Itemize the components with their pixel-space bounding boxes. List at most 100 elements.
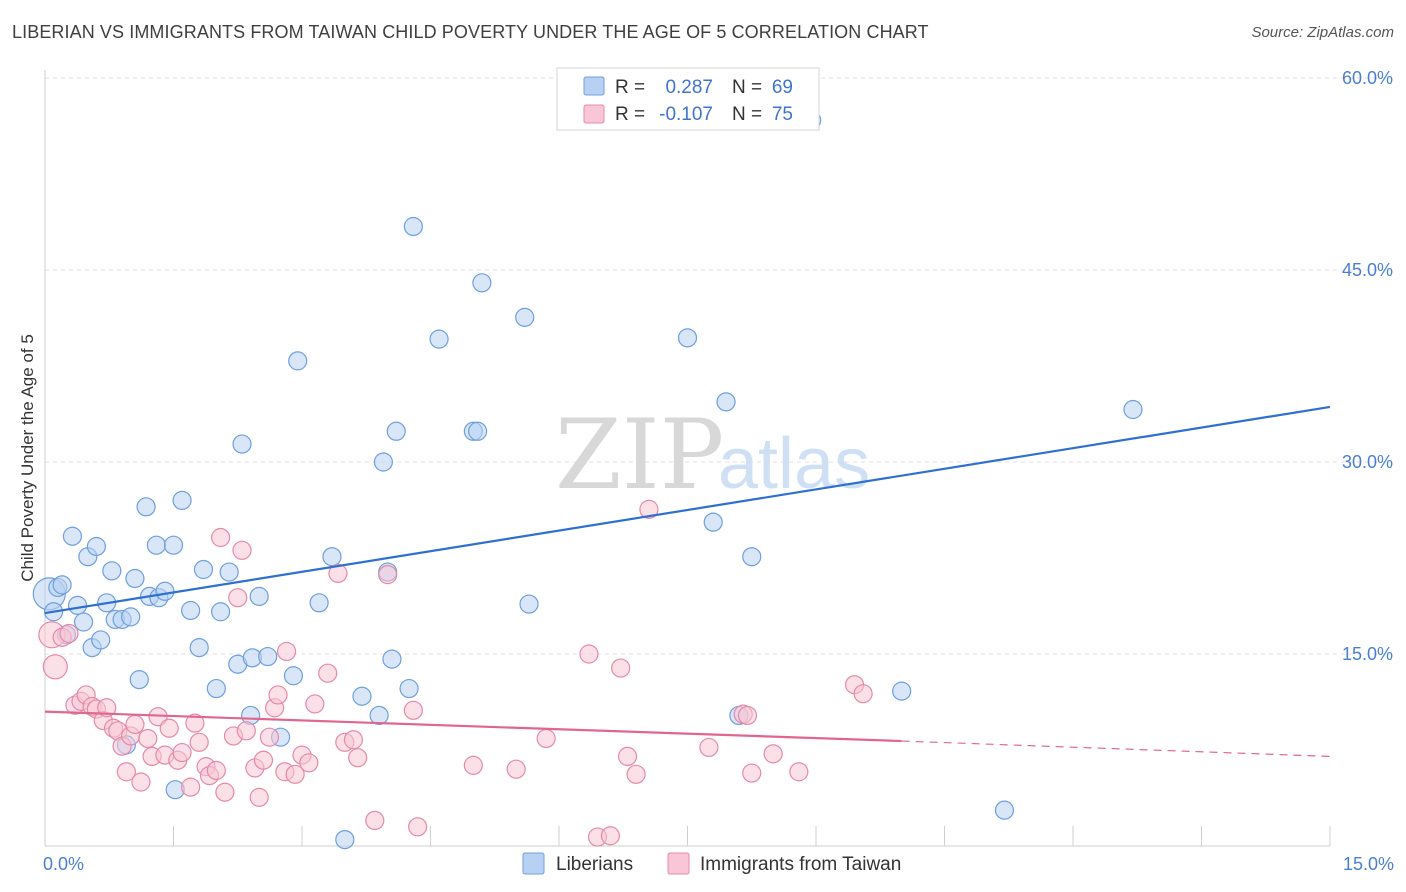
taiwan-point [172, 742, 192, 763]
taiwan-point [285, 764, 305, 784]
taiwan-point [189, 732, 209, 752]
liberians-point [468, 421, 488, 441]
liberians-point [403, 216, 423, 237]
watermark-zip: ZIP [555, 399, 724, 511]
taiwan-point [249, 787, 269, 807]
taiwan-point [181, 777, 201, 797]
taiwan-point [253, 750, 274, 770]
taiwan-point [378, 565, 398, 585]
legend-top: R = 0.287 N = 69 R = -0.107 N = 75 [556, 67, 820, 131]
x-tick-labels: 0.0% 15.0% [43, 854, 1394, 874]
legend-top-swatch-taiwan [583, 104, 605, 124]
taiwan-point [318, 663, 338, 683]
liberians-point [515, 307, 535, 327]
taiwan-point [131, 772, 151, 792]
legend-label-taiwan: Immigrants from Taiwan [700, 854, 901, 875]
taiwan-point [138, 728, 158, 749]
taiwan-point [579, 644, 599, 664]
liberians-point [125, 568, 145, 589]
taiwan-point [742, 763, 762, 783]
taiwan-point [259, 727, 280, 747]
liberians-point [369, 705, 389, 726]
legend-r-label-taiwan: R = [615, 104, 645, 125]
trend-line-liberians [44, 405, 1331, 615]
taiwan-point [536, 728, 556, 749]
liberians-point [373, 452, 393, 472]
liberians-point [258, 646, 278, 667]
y-tick-labels: 15.0% 30.0% 45.0% 60.0% [1342, 68, 1393, 664]
taiwan-point [299, 753, 319, 773]
legend-r-value-liberians: 0.287 [665, 77, 713, 98]
taiwan-point [853, 684, 873, 704]
trend-line-taiwan [44, 710, 902, 743]
taiwan-point [305, 694, 325, 714]
legend-r-label-liberians: R = [615, 77, 645, 98]
liberians-point [677, 328, 698, 348]
taiwan-point [228, 588, 248, 608]
legend-bottom: Liberians Immigrants from Taiwan [522, 852, 901, 875]
taiwan-point [506, 759, 526, 779]
legend-r-value-taiwan: -0.107 [659, 104, 713, 125]
taiwan-point [763, 744, 783, 764]
liberians-point [155, 581, 175, 601]
taiwan-point [617, 746, 638, 767]
legend-label-liberians: Liberians [556, 854, 633, 875]
liberians-point [429, 329, 449, 349]
liberians-point [146, 535, 166, 555]
legend-n-label-taiwan: N = [732, 104, 762, 125]
liberians-point [73, 612, 94, 632]
liberians-point [1123, 399, 1143, 420]
x-tick-label-0: 0.0% [43, 854, 84, 874]
taiwan-point [408, 817, 428, 837]
taiwan-point [185, 713, 205, 733]
taiwan-point [206, 760, 226, 781]
liberians-point [62, 526, 83, 546]
liberians-point [892, 681, 912, 701]
legend-swatch-liberians [522, 852, 545, 875]
liberians-point [67, 595, 88, 615]
chart-source: Source: ZipAtlas.com [1251, 24, 1394, 41]
liberians-point [211, 602, 231, 622]
legend-top-swatch-liberians [583, 76, 605, 96]
liberians-point [91, 630, 111, 650]
liberians-point [189, 637, 209, 658]
y-axis-label: Child Poverty Under the Age of 5 [18, 334, 37, 582]
liberians-point [309, 593, 329, 613]
liberians-point [472, 273, 492, 293]
trend-lines [44, 405, 1331, 757]
x-tick-label-1: 15.0% [1343, 854, 1394, 874]
taiwan-point [276, 641, 297, 662]
taiwan-point [211, 527, 231, 548]
taiwan-point [626, 764, 646, 784]
liberians-point [232, 434, 252, 454]
liberians-point [86, 536, 107, 557]
taiwan-point [159, 718, 179, 738]
taiwan-point [403, 700, 423, 720]
liberians-point [219, 562, 239, 582]
taiwan-point [365, 810, 385, 831]
taiwan-point [789, 762, 809, 782]
taiwan-point [343, 730, 363, 750]
legend-n-label-liberians: N = [732, 77, 762, 98]
y-tick-label: 45.0% [1342, 260, 1393, 280]
taiwan-point [328, 563, 348, 583]
taiwan-point [215, 782, 235, 802]
taiwan-point [236, 721, 256, 741]
taiwan-point [97, 698, 117, 718]
liberians-point [519, 594, 539, 614]
liberians-point [52, 575, 72, 595]
legend-n-value-liberians: 69 [772, 77, 793, 98]
taiwan-point [699, 737, 719, 758]
liberians-point [102, 561, 122, 581]
trend-line-taiwan-extension [901, 740, 1331, 757]
liberians-point [399, 678, 419, 699]
taiwan-point [59, 623, 79, 644]
liberians-point [994, 800, 1015, 820]
liberians-point [163, 535, 184, 555]
legend-swatch-taiwan [667, 852, 690, 875]
y-tick-label: 15.0% [1342, 644, 1393, 664]
taiwan-point [737, 705, 758, 726]
liberians-point [352, 686, 372, 706]
liberians-point [181, 600, 201, 621]
